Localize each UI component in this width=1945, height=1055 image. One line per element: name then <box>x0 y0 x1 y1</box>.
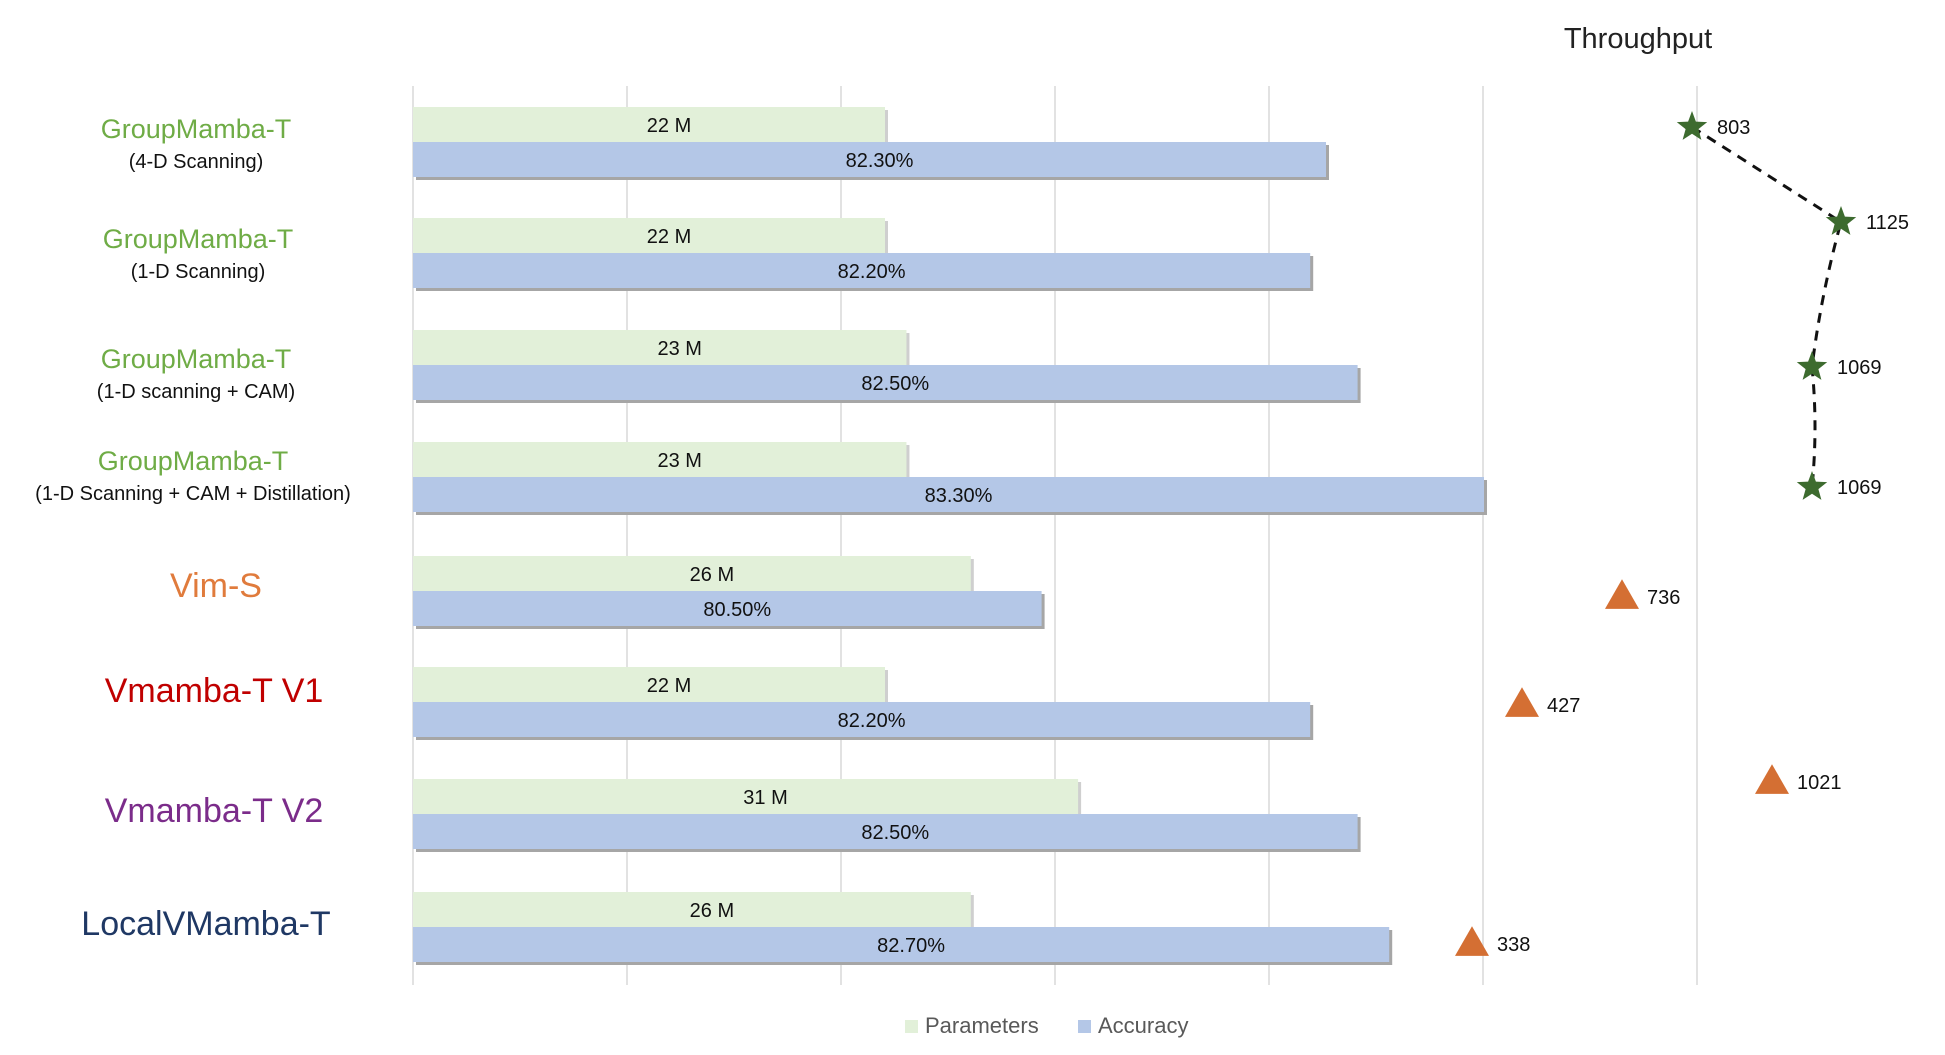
category-name: LocalVMamba-T <box>81 905 330 943</box>
parameters-label: 26 M <box>690 564 734 586</box>
triangle-marker <box>1755 764 1789 794</box>
throughput-label: 1069 <box>1837 477 1882 499</box>
accuracy-label: 82.20% <box>838 261 906 283</box>
accuracy-label: 82.20% <box>838 710 906 732</box>
parameters-label: 23 M <box>657 450 701 472</box>
category-name: GroupMamba-T <box>101 344 292 374</box>
parameters-bar <box>413 892 971 927</box>
legend-label-parameters: Parameters <box>925 1013 1039 1038</box>
legend: Parameters Accuracy <box>905 1013 1188 1038</box>
parameters-bar <box>413 218 885 253</box>
accuracy-label: 83.30% <box>925 485 993 507</box>
accuracy-label: 82.30% <box>846 150 914 172</box>
parameters-bar <box>413 556 971 591</box>
throughput-label: 338 <box>1497 934 1530 956</box>
accuracy-bar <box>413 927 1390 962</box>
throughput-label: 736 <box>1647 587 1680 609</box>
accuracy-label: 82.50% <box>861 822 929 844</box>
parameters-bar <box>413 779 1079 814</box>
category-name: GroupMamba-T <box>101 114 292 144</box>
category-name: GroupMamba-T <box>98 446 289 476</box>
legend-swatch-accuracy <box>1078 1020 1091 1033</box>
bars: 22 M 82.30% 22 M 82.20% 23 M 82.50% 23 M 83.30%… <box>413 107 1487 965</box>
accuracy-bar <box>413 365 1358 400</box>
throughput-title: Throughput <box>1564 23 1712 55</box>
category-subtitle: (1-D Scanning) <box>131 261 266 283</box>
throughput-label: 427 <box>1547 695 1580 717</box>
legend-swatch-parameters <box>905 1020 918 1033</box>
category-subtitle: (1-D Scanning + CAM + Distillation) <box>35 483 351 505</box>
accuracy-bar <box>413 477 1484 512</box>
throughput-connector <box>1691 125 1843 488</box>
accuracy-bar <box>413 253 1311 288</box>
category-subtitle: (4-D Scanning) <box>129 151 264 173</box>
accuracy-label: 82.50% <box>861 373 929 395</box>
category-name: Vim-S <box>170 567 262 605</box>
throughput-label: 1069 <box>1837 357 1882 379</box>
throughput-label: 1125 <box>1866 212 1909 234</box>
category-name: Vmamba-T V1 <box>105 672 324 710</box>
parameters-label: 31 M <box>743 787 787 809</box>
parameters-bar <box>413 330 907 365</box>
accuracy-bar <box>413 814 1358 849</box>
parameters-label: 22 M <box>647 675 691 697</box>
parameters-label: 26 M <box>690 900 734 922</box>
accuracy-bar <box>413 142 1326 177</box>
accuracy-label: 82.70% <box>877 935 945 957</box>
triangle-marker <box>1605 579 1639 609</box>
category-subtitle: (1-D scanning + CAM) <box>97 381 295 403</box>
accuracy-bar <box>413 591 1042 626</box>
legend-label-accuracy: Accuracy <box>1098 1013 1188 1038</box>
parameters-bar <box>413 107 885 142</box>
throughput-label: 803 <box>1717 117 1750 139</box>
parameters-label: 23 M <box>657 338 701 360</box>
triangle-marker <box>1505 687 1539 717</box>
accuracy-bar <box>413 702 1311 737</box>
throughput-label: 1021 <box>1797 772 1842 794</box>
category-labels: GroupMamba-T (4-D Scanning) GroupMamba-T (1… <box>35 114 351 943</box>
category-name: GroupMamba-T <box>103 224 294 254</box>
parameters-bar <box>413 442 907 477</box>
star-marker <box>1796 471 1828 500</box>
parameters-label: 22 M <box>647 226 691 248</box>
star-marker <box>1825 206 1857 235</box>
throughput-panel: Throughput 803 1125 1069 1069 736 427 1021 338 <box>1455 23 1909 956</box>
parameters-label: 22 M <box>647 115 691 137</box>
category-name: Vmamba-T V2 <box>105 792 324 830</box>
triangle-marker <box>1455 926 1489 956</box>
parameters-bar <box>413 667 885 702</box>
accuracy-label: 80.50% <box>703 599 771 621</box>
star-marker <box>1796 351 1828 380</box>
star-marker <box>1676 111 1708 140</box>
